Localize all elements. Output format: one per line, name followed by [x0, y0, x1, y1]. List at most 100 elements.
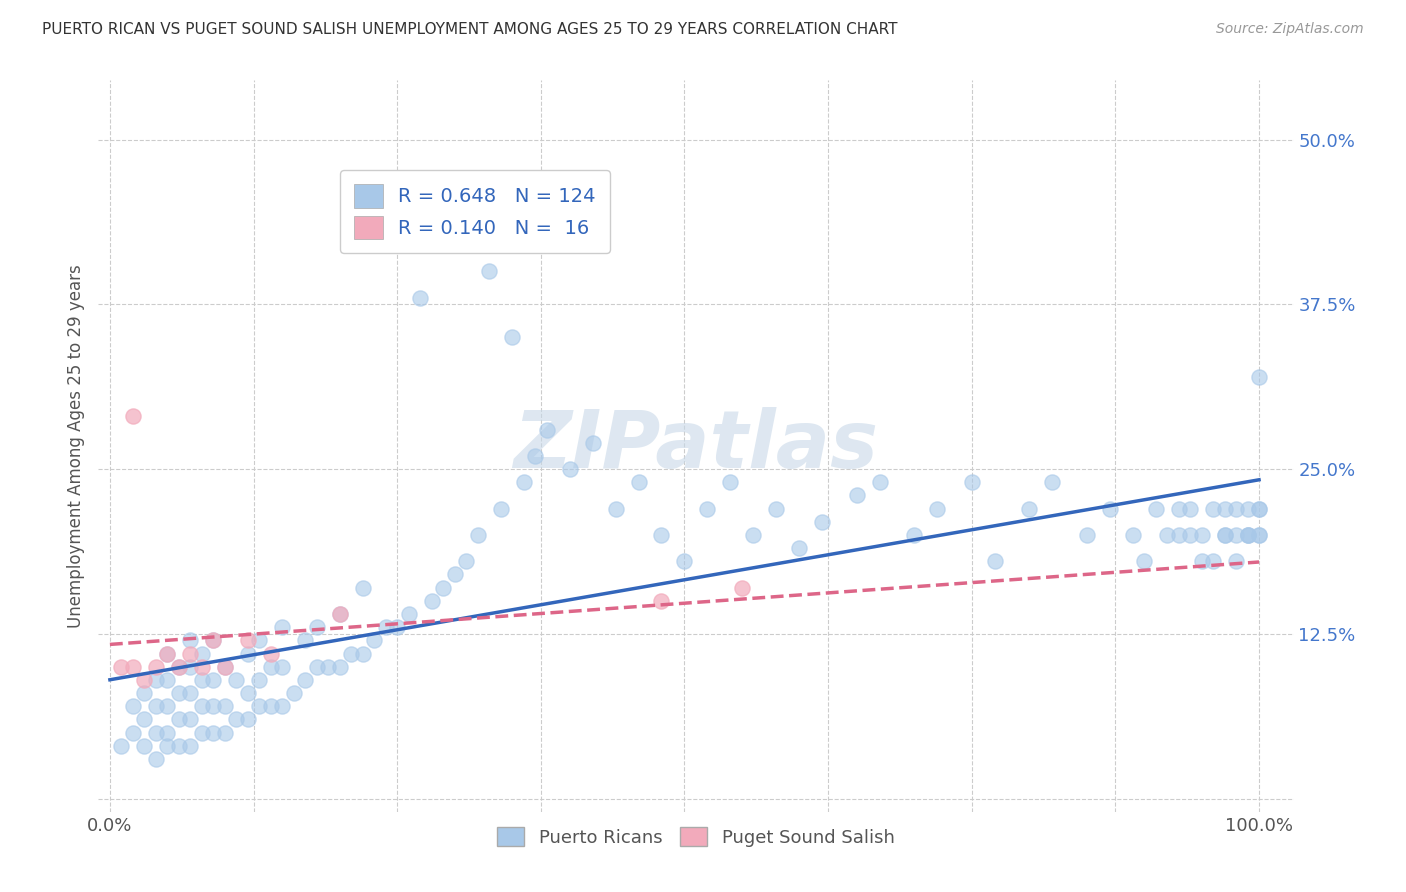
Point	[363, 633, 385, 648]
Point	[1076, 528, 1098, 542]
Point	[960, 475, 983, 490]
Point	[673, 554, 696, 568]
Point	[536, 423, 558, 437]
Point	[329, 659, 352, 673]
Point	[1225, 528, 1247, 542]
Point	[1167, 501, 1189, 516]
Point	[1236, 528, 1258, 542]
Point	[260, 699, 283, 714]
Point	[214, 659, 236, 673]
Point	[167, 713, 190, 727]
Point	[179, 739, 201, 753]
Point	[236, 647, 259, 661]
Point	[179, 647, 201, 661]
Point	[1178, 528, 1201, 542]
Point	[1191, 528, 1213, 542]
Point	[1225, 501, 1247, 516]
Point	[110, 739, 132, 753]
Point	[420, 594, 443, 608]
Point	[927, 501, 949, 516]
Point	[1098, 501, 1121, 516]
Point	[202, 673, 225, 687]
Point	[294, 673, 316, 687]
Point	[1247, 528, 1270, 542]
Point	[156, 725, 179, 739]
Point	[214, 699, 236, 714]
Point	[696, 501, 718, 516]
Point	[489, 501, 512, 516]
Point	[869, 475, 891, 490]
Point	[811, 515, 834, 529]
Point	[478, 264, 501, 278]
Point	[156, 699, 179, 714]
Point	[283, 686, 305, 700]
Point	[627, 475, 650, 490]
Point	[145, 659, 167, 673]
Point	[1122, 528, 1144, 542]
Point	[1247, 501, 1270, 516]
Point	[1040, 475, 1063, 490]
Point	[742, 528, 765, 542]
Point	[352, 647, 374, 661]
Point	[352, 581, 374, 595]
Point	[167, 659, 190, 673]
Point	[731, 581, 754, 595]
Point	[1018, 501, 1040, 516]
Point	[789, 541, 811, 556]
Point	[202, 725, 225, 739]
Point	[305, 620, 328, 634]
Point	[179, 713, 201, 727]
Point	[214, 725, 236, 739]
Point	[1202, 554, 1225, 568]
Point	[134, 713, 156, 727]
Point	[720, 475, 742, 490]
Point	[1156, 528, 1178, 542]
Point	[167, 739, 190, 753]
Point	[145, 699, 167, 714]
Point	[650, 594, 672, 608]
Point	[1191, 554, 1213, 568]
Point	[1247, 501, 1270, 516]
Point	[605, 501, 627, 516]
Point	[156, 647, 179, 661]
Point	[236, 686, 259, 700]
Point	[558, 462, 581, 476]
Point	[512, 475, 534, 490]
Point	[1213, 528, 1236, 542]
Point	[1133, 554, 1156, 568]
Y-axis label: Unemployment Among Ages 25 to 29 years: Unemployment Among Ages 25 to 29 years	[66, 264, 84, 628]
Point	[179, 686, 201, 700]
Point	[1144, 501, 1167, 516]
Point	[1247, 528, 1270, 542]
Point	[467, 528, 489, 542]
Point	[122, 699, 145, 714]
Point	[134, 739, 156, 753]
Point	[134, 686, 156, 700]
Point	[236, 633, 259, 648]
Point	[271, 699, 294, 714]
Point	[134, 673, 156, 687]
Point	[202, 699, 225, 714]
Point	[456, 554, 478, 568]
Point	[179, 633, 201, 648]
Point	[1236, 528, 1258, 542]
Point	[202, 633, 225, 648]
Point	[214, 659, 236, 673]
Point	[122, 659, 145, 673]
Text: Source: ZipAtlas.com: Source: ZipAtlas.com	[1216, 22, 1364, 37]
Point	[156, 647, 179, 661]
Point	[179, 659, 201, 673]
Point	[1236, 501, 1258, 516]
Point	[191, 659, 214, 673]
Point	[167, 659, 190, 673]
Point	[110, 659, 132, 673]
Point	[122, 725, 145, 739]
Point	[271, 620, 294, 634]
Point	[501, 330, 523, 344]
Point	[1236, 528, 1258, 542]
Point	[385, 620, 409, 634]
Point	[329, 607, 352, 621]
Point	[191, 725, 214, 739]
Point	[305, 659, 328, 673]
Point	[650, 528, 672, 542]
